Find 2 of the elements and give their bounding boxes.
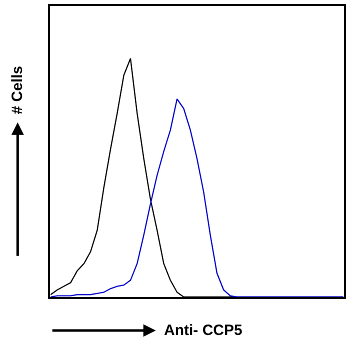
x-axis-title: Anti- CCP5 bbox=[164, 322, 242, 339]
y-axis-title: # Cells bbox=[9, 66, 26, 114]
